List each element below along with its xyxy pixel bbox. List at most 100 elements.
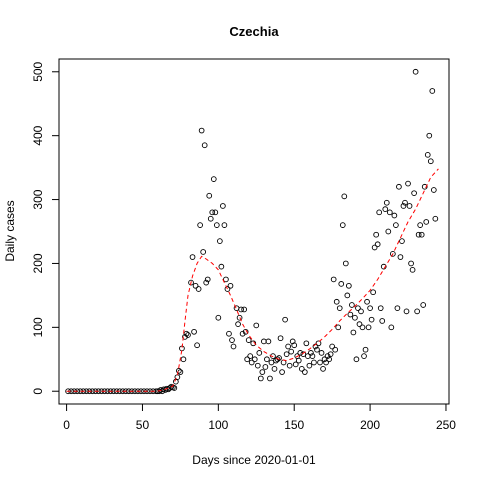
- data-point: [279, 369, 285, 375]
- data-point: [377, 305, 384, 312]
- data-point: [314, 346, 320, 353]
- data-point: [426, 132, 433, 139]
- data-point: [330, 276, 337, 283]
- data-point: [282, 316, 288, 323]
- data-point: [207, 215, 214, 222]
- data-point: [317, 359, 323, 366]
- data-point: [386, 209, 393, 216]
- data-point: [408, 260, 414, 267]
- data-point: [264, 356, 270, 363]
- data-point: [220, 203, 226, 209]
- data-point: [218, 263, 225, 270]
- data-point: [344, 292, 351, 299]
- data-point: [417, 222, 424, 228]
- data-point: [195, 286, 202, 292]
- data-point: [383, 199, 390, 206]
- data-point: [242, 328, 249, 335]
- data-point: [213, 222, 220, 228]
- y-axis: 0 100 200 300 400 500: [31, 61, 60, 395]
- data-point: [432, 215, 439, 222]
- data-point: [253, 322, 260, 329]
- data-point: [353, 356, 360, 363]
- data-point: [388, 324, 395, 331]
- data-point: [265, 338, 272, 345]
- data-point: [406, 203, 413, 209]
- data-point: [201, 142, 208, 149]
- data-point: [250, 340, 257, 347]
- data-point: [412, 68, 419, 75]
- data-point: [391, 212, 398, 219]
- data-point: [288, 348, 295, 355]
- data-point: [223, 276, 229, 283]
- data-point: [200, 249, 207, 255]
- data-point: [189, 254, 196, 260]
- data-point: [379, 318, 386, 324]
- data-point: [309, 353, 316, 359]
- data-point: [227, 282, 234, 289]
- data-point: [188, 279, 194, 286]
- x-tick-label: 250: [436, 418, 456, 432]
- data-point: [283, 351, 290, 358]
- data-point: [185, 332, 191, 338]
- data-point: [365, 324, 372, 331]
- data-point: [409, 266, 416, 273]
- data-point: [374, 241, 381, 248]
- scatter-points: [65, 68, 439, 395]
- data-point: [332, 346, 339, 353]
- data-point: [180, 356, 187, 363]
- data-point: [385, 228, 392, 235]
- data-point: [355, 305, 361, 312]
- data-point: [311, 359, 317, 366]
- data-point: [247, 353, 254, 359]
- x-tick-label: 50: [136, 418, 150, 432]
- data-point: [245, 337, 252, 343]
- data-point: [241, 306, 247, 313]
- data-point: [341, 193, 348, 200]
- data-point: [212, 209, 219, 216]
- data-point: [262, 364, 269, 370]
- trend-line: [66, 168, 439, 392]
- trend-line-layer: [66, 168, 439, 392]
- data-point: [229, 337, 235, 343]
- y-tick-label: 500: [31, 61, 45, 81]
- data-point: [418, 231, 425, 238]
- data-point: [415, 231, 422, 238]
- y-tick-label: 0: [31, 388, 45, 395]
- data-point: [396, 183, 402, 190]
- data-point: [257, 375, 264, 382]
- data-point: [230, 343, 237, 350]
- data-point: [209, 209, 216, 216]
- data-point: [405, 180, 411, 187]
- data-point: [215, 314, 222, 321]
- data-point: [380, 263, 387, 270]
- data-point: [368, 316, 375, 323]
- data-point: [236, 314, 243, 321]
- data-point: [244, 356, 251, 363]
- x-axis: 0 50 100 150 200 250: [63, 403, 456, 432]
- data-point: [397, 254, 404, 260]
- data-point: [362, 346, 369, 353]
- data-point: [248, 359, 255, 366]
- data-point: [411, 190, 417, 197]
- data-point: [402, 199, 408, 206]
- data-point: [424, 151, 431, 158]
- data-point: [297, 350, 304, 356]
- data-point: [390, 251, 396, 257]
- data-point: [295, 357, 302, 364]
- data-point: [358, 308, 364, 315]
- data-point: [86, 388, 93, 395]
- data-point: [318, 350, 325, 356]
- data-point: [306, 362, 313, 369]
- data-point: [303, 340, 310, 347]
- data-point: [271, 366, 278, 372]
- data-point: [224, 286, 231, 292]
- data-point: [286, 362, 293, 369]
- y-tick-label: 200: [31, 253, 45, 273]
- data-point: [206, 192, 213, 199]
- y-tick-label: 100: [31, 317, 45, 337]
- data-point: [376, 209, 383, 216]
- data-point: [371, 244, 378, 251]
- data-point: [238, 306, 244, 313]
- data-point: [429, 88, 436, 94]
- y-axis-label: Daily cases: [3, 200, 17, 261]
